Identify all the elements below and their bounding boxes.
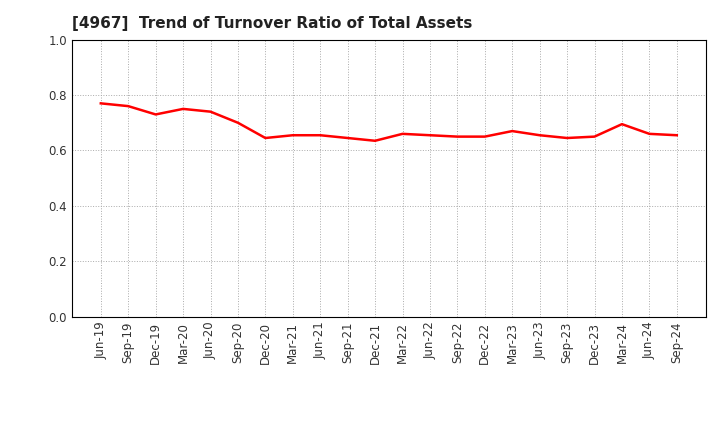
Text: [4967]  Trend of Turnover Ratio of Total Assets: [4967] Trend of Turnover Ratio of Total … [72, 16, 472, 32]
